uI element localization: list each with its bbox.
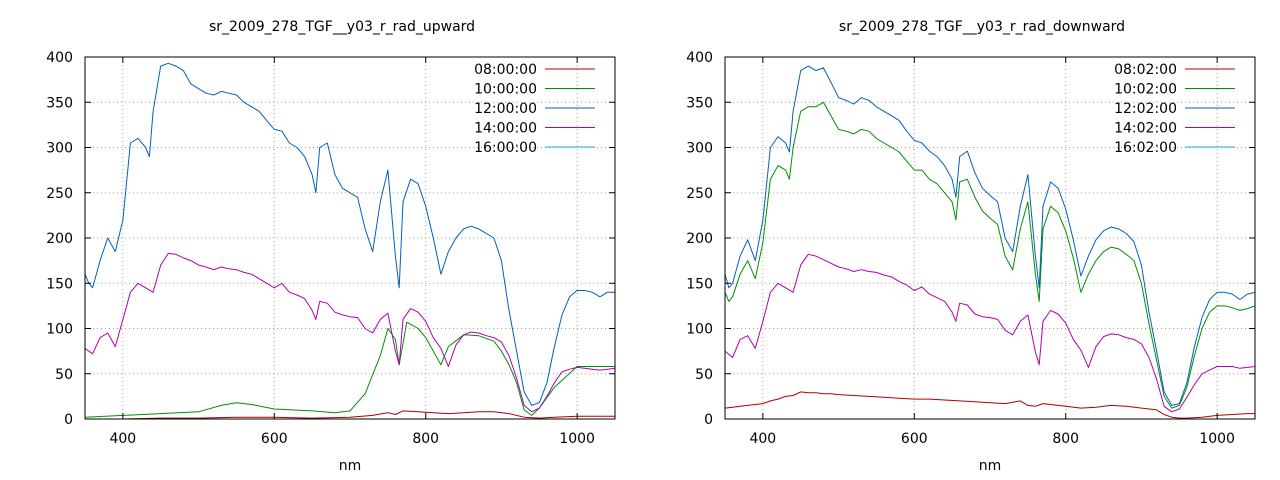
chart-title: sr_2009_278_TGF__y03_r_rad_upward [209, 19, 475, 35]
legend-label: 10:00:00 [474, 82, 537, 98]
legend-label: 14:00:00 [474, 121, 537, 137]
x-tick-label: 400 [109, 431, 136, 447]
series-line-3 [725, 253, 1255, 413]
series-line-0 [725, 391, 1255, 419]
y-tick-label: 200 [46, 231, 73, 247]
legend-label: 10:02:00 [1114, 82, 1177, 98]
y-tick-label: 50 [695, 367, 713, 383]
x-tick-label: 600 [261, 431, 288, 447]
x-axis-label: nm [339, 458, 362, 474]
x-tick-label: 800 [412, 431, 439, 447]
y-tick-label: 100 [686, 322, 713, 338]
x-tick-label: 1000 [1199, 431, 1235, 447]
y-tick-label: 250 [686, 186, 713, 202]
legend: 08:02:00 10:02:00 12:02:00 14:02:00 16:02:00 [1114, 62, 1235, 156]
legend-label: 08:00:00 [474, 62, 537, 78]
y-tick-label: 0 [704, 412, 713, 428]
y-tick-label: 100 [46, 322, 73, 338]
legend-label: 16:02:00 [1114, 140, 1177, 156]
x-axis-label: nm [979, 458, 1002, 474]
series-line-2 [725, 65, 1255, 406]
x-tick-label: 1000 [559, 431, 595, 447]
y-tick-label: 0 [64, 412, 73, 428]
y-tick-label: 50 [55, 367, 73, 383]
y-tick-label: 400 [46, 50, 73, 66]
legend-label: 16:00:00 [474, 140, 537, 156]
chart-title: sr_2009_278_TGF__y03_r_rad_downward [839, 19, 1125, 35]
chart-panel-1: sr_2009_278_TGF__y03_r_rad_downward 0 50 10… [686, 19, 1256, 474]
series-line-2 [85, 62, 615, 406]
chart-panel-0: sr_2009_278_TGF__y03_r_rad_upward 0 50 100 1… [46, 19, 616, 474]
y-tick-label: 250 [46, 186, 73, 202]
y-tick-label: 400 [686, 50, 713, 66]
x-tick-label: 400 [749, 431, 776, 447]
legend: 08:00:00 10:00:00 12:00:00 14:00:00 16:00:00 [474, 62, 595, 156]
y-tick-label: 150 [686, 276, 713, 292]
y-tick-label: 300 [686, 141, 713, 157]
y-tick-label: 350 [46, 95, 73, 111]
legend-label: 14:02:00 [1114, 121, 1177, 137]
x-tick-label: 600 [901, 431, 928, 447]
y-tick-label: 300 [46, 141, 73, 157]
legend-label: 08:02:00 [1114, 62, 1177, 78]
series-line-0 [85, 410, 615, 419]
series-line-3 [85, 252, 615, 413]
legend-label: 12:00:00 [474, 101, 537, 117]
series-line-1 [85, 321, 615, 418]
y-tick-label: 200 [686, 231, 713, 247]
y-tick-label: 350 [686, 95, 713, 111]
series-line-1 [725, 101, 1255, 409]
x-tick-label: 800 [1052, 431, 1079, 447]
legend-label: 12:02:00 [1114, 101, 1177, 117]
y-tick-label: 150 [46, 276, 73, 292]
